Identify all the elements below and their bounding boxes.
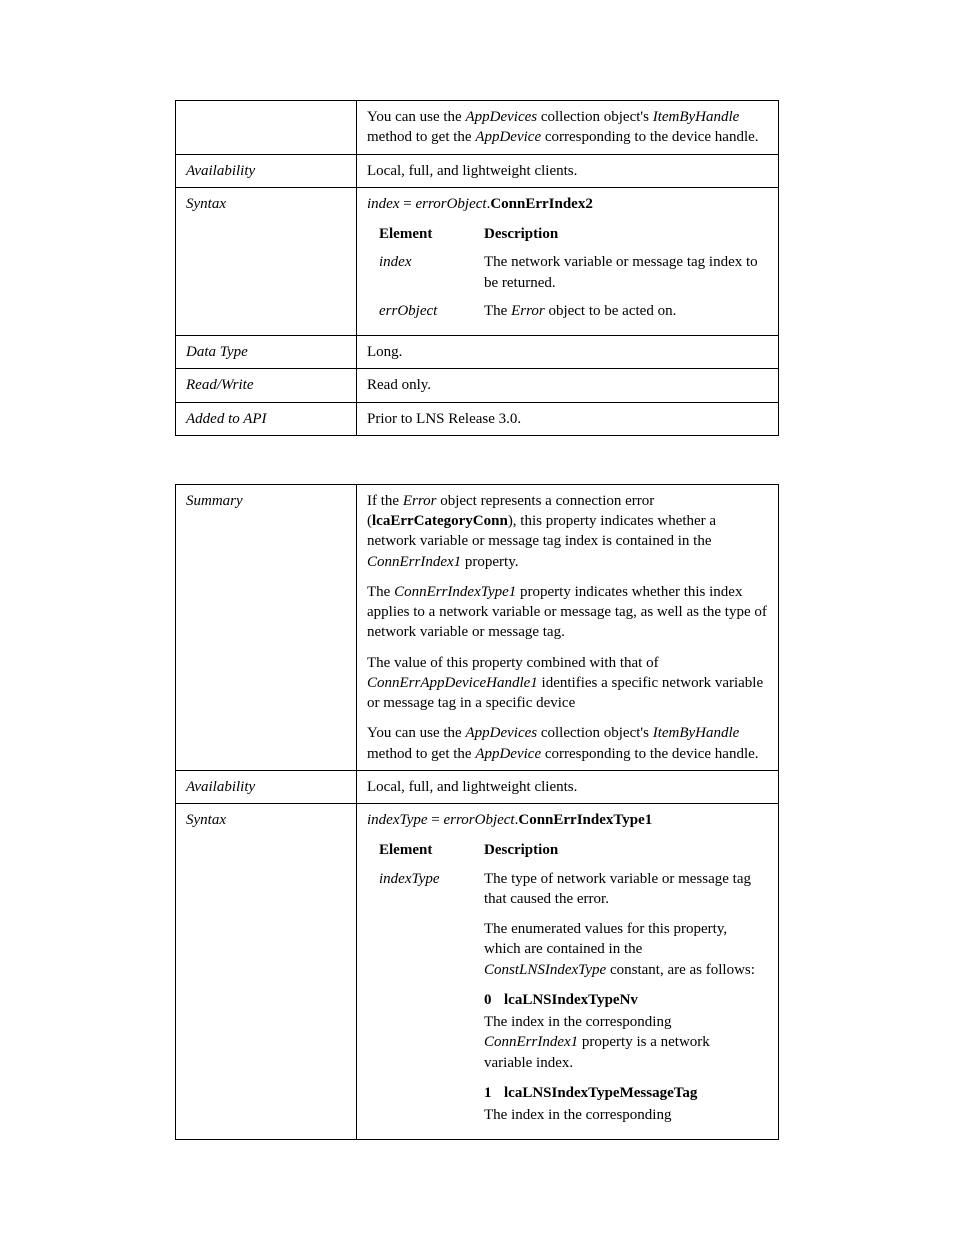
t: The enumerated values for this property,… (484, 921, 727, 957)
description-header: Description (484, 224, 768, 244)
t: = (428, 812, 444, 828)
added-value: Prior to LNS Release 3.0. (357, 402, 779, 435)
syntax-subtable: Element Description indexType The type o… (367, 840, 768, 1125)
t: AppDevices (465, 109, 537, 125)
t: Error (511, 303, 545, 319)
enum-row: 1 lcaLNSIndexTypeMessageTag (484, 1083, 760, 1103)
syntax-expr: indexType = errorObject.ConnErrIndexType… (367, 810, 768, 830)
desc-label-cell (176, 101, 357, 155)
syntax-label: Syntax (176, 804, 357, 1140)
t: corresponding to the device handle. (541, 746, 758, 762)
syntax-subtable: Element Description index The network va… (367, 224, 768, 321)
element-name: indexType (367, 869, 484, 1126)
t: ItemByHandle (653, 109, 740, 125)
t: ConnErrAppDeviceHandle1 (367, 675, 538, 691)
enum-desc: The index in the corresponding (484, 1105, 760, 1125)
property-table-1: You can use the AppDevices collection ob… (175, 100, 779, 436)
availability-value: Local, full, and lightweight clients. (357, 154, 779, 187)
availability-label: Availability (176, 154, 357, 187)
element-desc-p2: The enumerated values for this property,… (484, 919, 760, 980)
readwrite-value: Read only. (357, 369, 779, 402)
t: property. (461, 554, 518, 570)
element-desc: The type of network variable or message … (484, 869, 760, 910)
property-table-2: Summary If the Error object represents a… (175, 484, 779, 1141)
description-header: Description (484, 840, 768, 860)
t: collection object's (537, 725, 653, 741)
enum-desc: The index in the corresponding ConnErrIn… (484, 1012, 760, 1073)
summary-p3: The value of this property combined with… (367, 653, 768, 714)
t: ConnErrIndexType1 (394, 584, 516, 600)
enum-num: 0 (484, 990, 504, 1010)
t: The index in the corresponding (484, 1014, 671, 1030)
t: The value of this property combined with… (367, 655, 659, 671)
element-desc: The network variable or message tag inde… (484, 252, 768, 293)
t: ItemByHandle (653, 725, 740, 741)
t: AppDevice (475, 746, 541, 762)
enum-name: lcaLNSIndexTypeMessageTag (504, 1083, 697, 1103)
t: collection object's (537, 109, 653, 125)
element-header: Element (367, 224, 484, 244)
enum-row: 0 lcaLNSIndexTypeNv (484, 990, 760, 1010)
element-desc-block: The type of network variable or message … (484, 869, 768, 1126)
t: errorObject (444, 812, 515, 828)
t: If the (367, 493, 403, 509)
t: You can use the (367, 109, 465, 125)
summary-label: Summary (176, 484, 357, 770)
t: You can use the (367, 725, 465, 741)
availability-label: Availability (176, 770, 357, 803)
t: = (399, 196, 415, 212)
element-header: Element (367, 840, 484, 860)
summary-p4: You can use the AppDevices collection ob… (367, 723, 768, 764)
datatype-label: Data Type (176, 336, 357, 369)
desc-value-cell: You can use the AppDevices collection ob… (357, 101, 779, 155)
t: indexType (367, 812, 428, 828)
t: method to get the (367, 129, 475, 145)
t: Error (403, 493, 437, 509)
summary-value-cell: If the Error object represents a connect… (357, 484, 779, 770)
datatype-value: Long. (357, 336, 779, 369)
element-name: index (367, 252, 484, 293)
t: corresponding to the device handle. (541, 129, 758, 145)
t: ConnErrIndex1 (484, 1034, 578, 1050)
syntax-value-cell: indexType = errorObject.ConnErrIndexType… (357, 804, 779, 1140)
t: AppDevices (465, 725, 537, 741)
t: ConnErrIndexType1 (518, 812, 652, 828)
summary-p2: The ConnErrIndexType1 property indicates… (367, 582, 768, 643)
t: errorObject (415, 196, 486, 212)
added-label: Added to API (176, 402, 357, 435)
t: constant, are as follows: (606, 962, 755, 978)
availability-value: Local, full, and lightweight clients. (357, 770, 779, 803)
enum-name: lcaLNSIndexTypeNv (504, 990, 638, 1010)
t: index (367, 196, 399, 212)
t: ConnErrIndex1 (367, 554, 461, 570)
enum-num: 1 (484, 1083, 504, 1103)
t: AppDevice (475, 129, 541, 145)
syntax-expr: index = errorObject.ConnErrIndex2 (367, 194, 768, 214)
readwrite-label: Read/Write (176, 369, 357, 402)
element-desc: The Error object to be acted on. (484, 301, 768, 321)
t: lcaErrCategoryConn (372, 513, 508, 529)
t: ConnErrIndex2 (490, 196, 593, 212)
syntax-value-cell: index = errorObject.ConnErrIndex2 Elemen… (357, 187, 779, 335)
element-name: errObject (367, 301, 484, 321)
desc-para: You can use the AppDevices collection ob… (367, 107, 768, 148)
t: ConstLNSIndexType (484, 962, 606, 978)
t: method to get the (367, 746, 475, 762)
t: The (484, 303, 511, 319)
t: object to be acted on. (545, 303, 677, 319)
summary-p1: If the Error object represents a connect… (367, 491, 768, 572)
syntax-label: Syntax (176, 187, 357, 335)
t: The (367, 584, 394, 600)
